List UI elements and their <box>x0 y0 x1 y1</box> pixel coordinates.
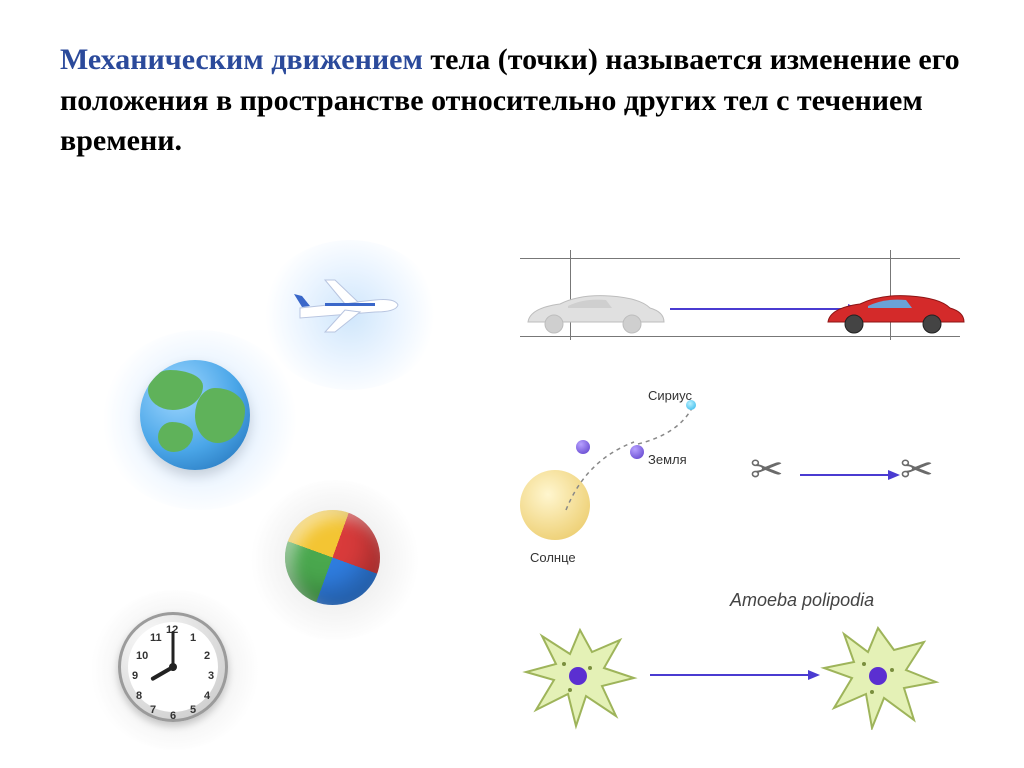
clock-icon: 12 1 2 3 4 5 6 7 8 9 10 11 <box>118 612 228 722</box>
definition-lead: Механическим движением <box>60 43 423 76</box>
sun-label: Солнце <box>530 550 576 565</box>
amoeba-end-icon <box>820 620 940 730</box>
scissors-end-icon: ✂ <box>900 450 934 490</box>
sirius-label: Сириус <box>648 388 692 403</box>
amoeba-row: Amoeba polipodia <box>520 590 960 740</box>
airplane-icon <box>290 270 410 340</box>
beach-ball-icon <box>285 510 380 605</box>
earth-planet-b <box>630 445 644 459</box>
right-illustrations: Сириус Земля Солнце ✂ ✂ Amoeba polipodia <box>520 250 960 720</box>
earth-icon <box>140 360 250 470</box>
astro-scissors-row: Сириус Земля Солнце ✂ ✂ <box>520 390 960 580</box>
car-real-icon <box>820 288 970 338</box>
car-ghost-icon <box>520 288 670 338</box>
amoeba-species-label: Amoeba polipodia <box>730 590 874 611</box>
scissors-start-icon: ✂ <box>750 450 784 490</box>
scissors-arrow-icon <box>800 468 900 482</box>
orbit-lines <box>546 400 716 540</box>
car-motion-row <box>520 250 960 380</box>
amoeba-arrow-icon <box>650 668 820 682</box>
definition-text: Механическим движением тела (точки) назы… <box>60 40 964 162</box>
earth-label: Земля <box>648 452 687 467</box>
amoeba-start-icon <box>520 620 640 730</box>
slide-root: Механическим движением тела (точки) назы… <box>0 0 1024 768</box>
left-illustrations: 12 1 2 3 4 5 6 7 8 9 10 11 <box>60 250 490 720</box>
earth-planet-a <box>576 440 590 454</box>
